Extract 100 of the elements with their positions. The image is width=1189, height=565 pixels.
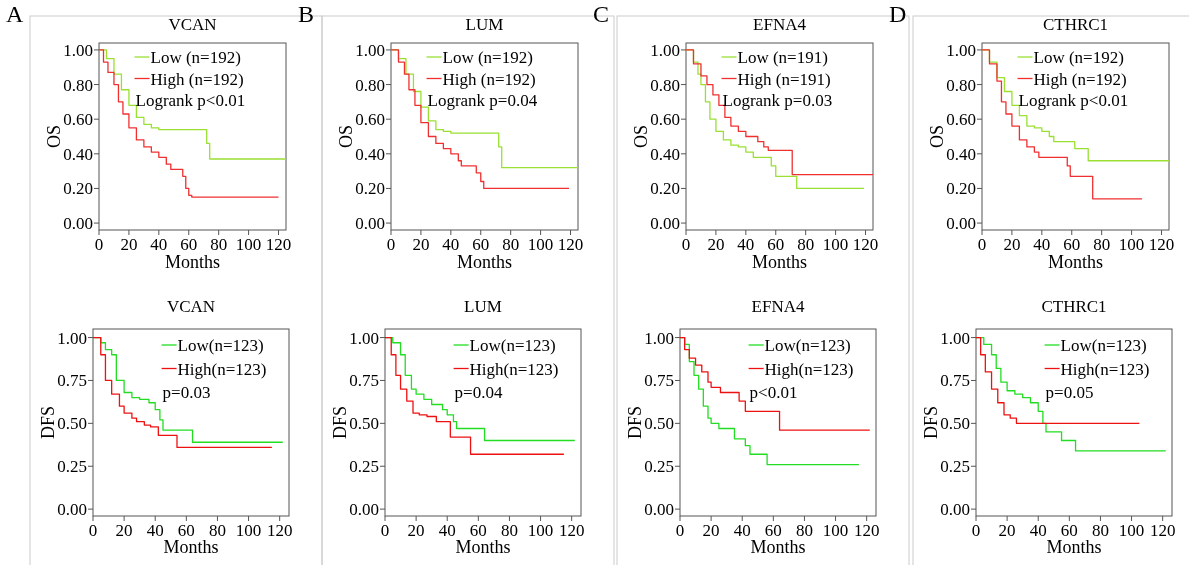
x-tick-label: 0 [380, 521, 390, 540]
y-tick-label: 1.00 [349, 328, 379, 348]
x-tick-label: 100 [527, 235, 554, 254]
x-tick-label: 100 [527, 521, 554, 540]
chart-title: CTHRC1 [1042, 15, 1109, 34]
legend-label: Low (n=192) [442, 48, 533, 67]
x-tick-label: 0 [681, 235, 691, 254]
x-tick-label: 120 [265, 235, 292, 254]
chart-title: EFNA4 [753, 15, 807, 34]
x-tick-label: 80 [1093, 235, 1111, 254]
x-tick-label: 80 [1091, 521, 1109, 540]
y-tick-label: 0.60 [946, 110, 976, 130]
x-tick-label: 120 [557, 235, 584, 254]
x-tick-label: 0 [675, 521, 685, 540]
x-tick-label: 0 [977, 235, 987, 254]
annotation: Logrank p=0.04 [427, 91, 538, 110]
legend-label: Low(n=123) [469, 336, 556, 355]
y-tick-label: 0.00 [940, 500, 970, 520]
x-axis-title: Months [751, 252, 808, 272]
legend-label: High (n=192) [150, 69, 244, 89]
x-tick-label: 0 [94, 235, 104, 254]
x-tick-label: 60 [180, 235, 198, 254]
y-tick-label: 0.50 [940, 414, 970, 434]
y-tick-label: 0.40 [946, 144, 976, 164]
x-axis-title: Months [1047, 252, 1104, 272]
y-tick-label: 0.50 [644, 414, 674, 434]
y-tick-label: 1.00 [940, 328, 970, 348]
x-tick-label: 100 [1118, 235, 1145, 254]
y-tick-label: 0.00 [650, 214, 680, 234]
y-tick-label: 0.75 [349, 371, 379, 391]
y-axis-title: DFS [38, 405, 58, 440]
legend-label: Low (n=192) [1033, 48, 1124, 67]
y-tick-label: 1.00 [63, 40, 93, 60]
x-tick-label: 20 [707, 235, 725, 254]
x-tick-label: 40 [1033, 235, 1051, 254]
y-tick-label: 0.40 [63, 144, 93, 164]
y-tick-label: 1.00 [946, 40, 976, 60]
x-tick-label: 60 [764, 521, 782, 540]
y-tick-label: 0.80 [650, 75, 680, 95]
annotation: Logrank p<0.01 [135, 91, 246, 110]
y-tick-label: 0.40 [650, 144, 680, 164]
chart-title: LUM [464, 297, 502, 316]
chart-title: VCAN [168, 15, 217, 34]
x-tick-label: 100 [1118, 521, 1145, 540]
chart-title: LUM [465, 15, 504, 34]
legend-label: High(n=123) [177, 359, 267, 379]
text: D [889, 1, 907, 27]
y-tick-label: 0.00 [349, 500, 379, 520]
x-tick-label: 40 [438, 521, 456, 540]
y-tick-label: 0.75 [644, 371, 674, 391]
y-tick-label: 0.75 [940, 371, 970, 391]
y-tick-label: 0.20 [63, 179, 93, 199]
y-tick-label: 1.00 [644, 328, 674, 348]
legend-label: High(n=123) [764, 359, 854, 379]
x-axis-title: Months [164, 252, 221, 272]
x-tick-label: 40 [1029, 521, 1047, 540]
y-axis-title: DFS [625, 405, 645, 440]
x-tick-label: 80 [795, 521, 813, 540]
y-tick-label: 0.60 [63, 110, 93, 130]
annotation: p=0.03 [162, 383, 211, 402]
legend-label: High (n=192) [442, 69, 536, 89]
y-tick-label: 0.80 [946, 75, 976, 95]
y-tick-label: 0.50 [349, 414, 379, 434]
x-tick-label: 20 [998, 521, 1016, 540]
y-tick-label: 0.00 [355, 214, 385, 234]
y-tick-label: 0.25 [940, 457, 970, 477]
x-tick-label: 0 [971, 521, 981, 540]
x-tick-label: 120 [853, 521, 880, 540]
y-tick-label: 0.25 [349, 457, 379, 477]
text: A [6, 1, 24, 27]
x-tick-label: 100 [822, 521, 849, 540]
x-tick-label: 40 [146, 521, 164, 540]
legend-label: Low(n=123) [764, 336, 851, 355]
x-tick-label: 40 [442, 235, 460, 254]
x-axis-title: Months [163, 537, 219, 557]
chart-title: CTHRC1 [1041, 297, 1107, 316]
x-tick-label: 60 [1060, 521, 1078, 540]
y-axis-title: OS [336, 124, 356, 149]
y-tick-label: 0.20 [946, 179, 976, 199]
annotation: p=0.04 [454, 383, 503, 402]
x-tick-label: 80 [210, 235, 228, 254]
x-tick-label: 40 [737, 235, 755, 254]
x-tick-label: 60 [177, 521, 195, 540]
x-tick-label: 40 [150, 235, 168, 254]
legend-label: Low(n=123) [1060, 336, 1147, 355]
y-axis-title: OS [927, 124, 947, 149]
x-axis-title: Months [1046, 537, 1102, 557]
y-axis-title: DFS [330, 405, 350, 440]
x-tick-label: 40 [733, 521, 751, 540]
y-axis-title: OS [44, 124, 64, 149]
text: C [593, 1, 610, 27]
x-tick-label: 60 [1063, 235, 1081, 254]
x-tick-label: 60 [472, 235, 490, 254]
x-tick-label: 80 [797, 235, 815, 254]
y-tick-label: 0.00 [63, 214, 93, 234]
annotation: Logrank p<0.01 [1018, 91, 1129, 110]
y-tick-label: 0.40 [355, 144, 385, 164]
y-tick-label: 0.00 [644, 500, 674, 520]
legend-label: High(n=123) [469, 359, 559, 379]
x-axis-title: Months [456, 252, 513, 272]
